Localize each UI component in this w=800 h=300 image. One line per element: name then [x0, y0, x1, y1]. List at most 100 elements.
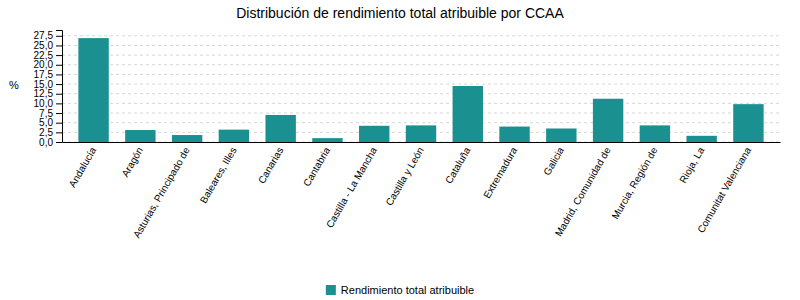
- x-tick: Extremadura: [481, 145, 519, 200]
- y-tick: 5,0: [39, 117, 62, 128]
- x-tick-label: Galicia: [541, 145, 566, 177]
- x-tick: Murcia, Región de: [610, 145, 660, 221]
- bar: [359, 126, 389, 142]
- x-tick-label: Rioja, La: [677, 145, 706, 185]
- bar: [78, 38, 108, 142]
- x-tick-label: Madrid, Comunidad de: [553, 145, 613, 238]
- y-tick-mark: [56, 65, 62, 66]
- grid-line: [62, 103, 780, 104]
- legend-swatch: [326, 285, 336, 295]
- y-tick-mark: [56, 142, 62, 143]
- x-tick: Castilla y León: [383, 145, 425, 207]
- bar: [686, 136, 716, 142]
- y-tick: 22,5: [34, 50, 62, 61]
- bar: [406, 125, 436, 142]
- bar: [312, 138, 342, 142]
- y-tick-label: 20,0: [34, 59, 54, 70]
- chart: Distribución de rendimiento total atribu…: [0, 0, 800, 300]
- grid-line: [62, 84, 780, 85]
- y-tick-mark: [56, 84, 62, 85]
- grid-line: [62, 55, 780, 56]
- y-tick-label: 2,5: [39, 127, 53, 138]
- x-tick-label: Aragón: [119, 145, 145, 178]
- x-tick-label: Cantabria: [301, 145, 332, 188]
- bar: [640, 125, 670, 142]
- x-tick-label: Castilla y León: [383, 145, 425, 207]
- y-tick: 15,0: [34, 79, 62, 90]
- x-tick-label: Extremadura: [481, 145, 519, 200]
- y-tick-mark: [56, 132, 62, 133]
- x-tick: Castilla - La Mancha: [324, 145, 379, 230]
- y-tick: 2,5: [39, 127, 62, 138]
- y-tick-label: 25,0: [34, 40, 54, 51]
- bar: [219, 130, 249, 142]
- plot: 0,02,55,07,510,012,515,017,520,022,525,0…: [34, 30, 781, 239]
- y-tick-mark: [56, 74, 62, 75]
- y-tick-mark: [56, 113, 62, 114]
- grid-line: [62, 35, 780, 36]
- y-tick-label: 22,5: [34, 50, 54, 61]
- y-axis-line: [56, 31, 63, 143]
- y-tick: 17,5: [34, 69, 62, 80]
- y-tick-mark: [56, 123, 62, 124]
- legend-label: Rendimiento total atribuible: [341, 284, 474, 296]
- bar: [265, 115, 295, 142]
- grid-line: [62, 45, 780, 46]
- x-tick: Galicia: [541, 145, 566, 177]
- legend-item: Rendimiento total atribuible: [326, 284, 474, 296]
- y-tick-mark: [56, 36, 62, 37]
- y-tick-mark: [56, 103, 62, 104]
- grid-line: [62, 64, 780, 65]
- x-axis-line: [63, 142, 781, 143]
- y-tick-label: 27,5: [34, 30, 54, 41]
- bars: [78, 38, 763, 142]
- bar: [125, 130, 155, 142]
- x-tick: Rioja, La: [677, 145, 706, 185]
- bar: [172, 135, 202, 142]
- y-tick: 27,5: [34, 30, 62, 41]
- x-tick-label: Baleares, Illes: [198, 145, 239, 205]
- y-tick-label: 7,5: [39, 108, 53, 119]
- y-tick-label: 12,5: [34, 88, 54, 99]
- x-tick: Canarias: [256, 145, 286, 185]
- y-tick-label: 17,5: [34, 69, 54, 80]
- x-axis: Andalucía AragónAsturias, Principado deBa…: [63, 143, 781, 240]
- bar: [546, 128, 576, 142]
- x-tick: Madrid, Comunidad de: [553, 145, 613, 238]
- x-tick: Cantabria: [301, 145, 332, 188]
- grid-line: [62, 113, 780, 114]
- y-axis-title: %: [9, 79, 19, 91]
- x-tick: Cataluña: [443, 145, 473, 186]
- y-tick: 10,0: [34, 98, 62, 109]
- y-tick: 25,0: [34, 40, 62, 51]
- x-tick: Andalucía: [67, 145, 99, 189]
- legend: Rendimiento total atribuible: [326, 284, 474, 296]
- x-tick-label: Canarias: [256, 145, 286, 185]
- bar: [453, 86, 483, 142]
- grid-line: [62, 122, 780, 123]
- grid-line: [62, 74, 780, 75]
- y-tick-mark: [56, 94, 62, 95]
- grid: [62, 36, 780, 142]
- x-tick: Aragón: [119, 145, 145, 178]
- x-tick-label: Cataluña: [443, 145, 473, 186]
- x-tick: Asturias, Principado de: [131, 145, 192, 240]
- bar: [499, 127, 529, 142]
- y-tick: 0,0: [39, 137, 62, 148]
- y-tick-label: 10,0: [34, 98, 54, 109]
- y-tick-label: 15,0: [34, 79, 54, 90]
- bar: [593, 99, 623, 142]
- y-tick-mark: [56, 45, 62, 46]
- title: Distribución de rendimiento total atribu…: [236, 5, 564, 21]
- x-tick-label: Andalucía: [67, 145, 99, 189]
- y-tick: 20,0: [34, 59, 62, 70]
- y-tick-label: 0,0: [39, 137, 53, 148]
- x-tick-label: Comunitat Valenciana: [695, 145, 753, 235]
- x-tick-label: Murcia, Región de: [610, 145, 660, 221]
- x-tick-label: Castilla - La Mancha: [324, 145, 379, 230]
- y-tick-label: 5,0: [39, 117, 53, 128]
- grid-line: [62, 93, 780, 94]
- y-tick: 12,5: [34, 88, 62, 99]
- x-tick-label: Asturias, Principado de: [131, 145, 192, 240]
- bar: [733, 104, 763, 142]
